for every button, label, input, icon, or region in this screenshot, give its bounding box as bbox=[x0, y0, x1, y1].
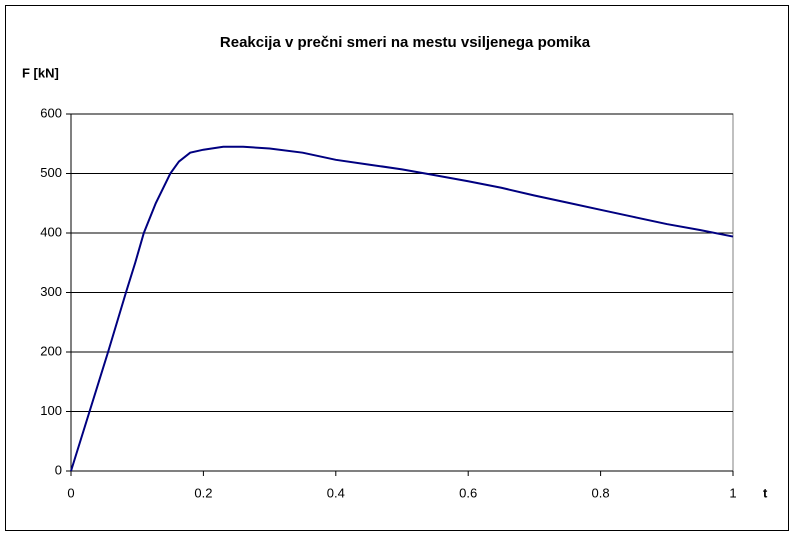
y-tick-label: 600 bbox=[40, 105, 62, 120]
x-tick-label: 0 bbox=[67, 485, 74, 500]
x-tick-label: 0.4 bbox=[327, 485, 345, 500]
y-tick-label: 100 bbox=[40, 403, 62, 418]
y-axis-label: F [kN] bbox=[22, 65, 59, 80]
y-tick-label: 0 bbox=[55, 462, 62, 477]
x-tick-label: 1 bbox=[729, 485, 736, 500]
x-axis-label: t bbox=[763, 485, 768, 500]
x-tick-label: 0.2 bbox=[194, 485, 212, 500]
x-tick-label: 0.8 bbox=[592, 485, 610, 500]
y-tick-label: 400 bbox=[40, 224, 62, 239]
y-tick-label: 200 bbox=[40, 343, 62, 358]
chart-border bbox=[5, 5, 789, 531]
y-tick-label: 500 bbox=[40, 165, 62, 180]
data-line bbox=[70, 145, 734, 472]
y-tick-label: 300 bbox=[40, 284, 62, 299]
x-tick-label: 0.6 bbox=[459, 485, 477, 500]
chart-title: Reakcija v prečni smeri na mestu vsiljen… bbox=[220, 34, 591, 51]
